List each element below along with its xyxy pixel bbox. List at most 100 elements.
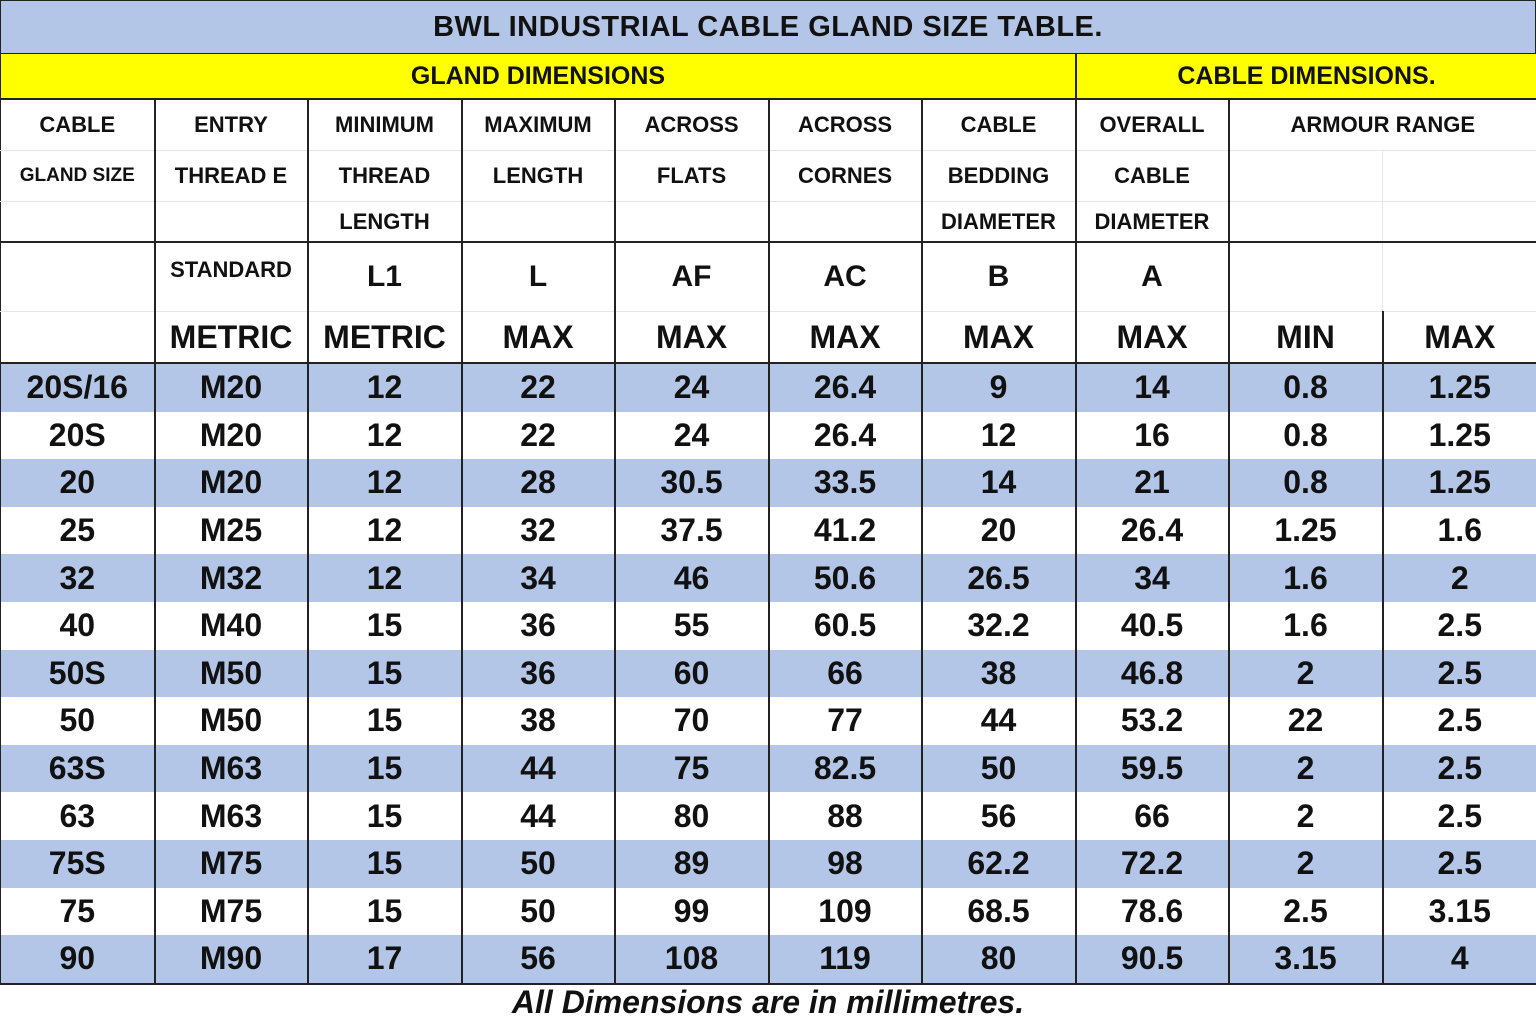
header-cell: CORNES	[767, 150, 922, 202]
table-cell: 30.5	[613, 459, 769, 507]
header-cell: MAX	[1381, 311, 1536, 364]
header-cell: STANDARD	[153, 242, 308, 312]
table-cell: 2	[1227, 649, 1383, 698]
table-cell: 40.5	[1074, 601, 1229, 650]
table-cell: 32	[0, 554, 155, 602]
table-cell: 2	[1227, 792, 1383, 840]
table-cell: 2.5	[1381, 839, 1536, 888]
table-cell: 17	[306, 935, 462, 985]
header-cell: L1	[306, 242, 462, 312]
table-cell: 75S	[0, 839, 155, 888]
table-cell: 15	[306, 744, 462, 793]
header-cell: ENTRY	[153, 100, 308, 151]
table-row: 32 M32 12 34 46 50.6 26.5 34 1.6 2	[0, 554, 1536, 602]
table-row: 75 M75 15 50 99 109 68.5 78.6 2.5 3.15	[0, 887, 1536, 936]
header-cell: MAX	[767, 311, 922, 364]
table-cell: 1.6	[1227, 601, 1383, 650]
table-cell: 50	[460, 839, 615, 888]
table-cell: 26.4	[1074, 506, 1229, 555]
header-cell: DIAMETER	[920, 201, 1076, 243]
table-cell: 50	[0, 697, 155, 745]
table-cell: M20	[153, 459, 308, 507]
table-cell: M63	[153, 744, 308, 793]
table-cell: M32	[153, 554, 308, 602]
table-cell: 26.4	[767, 363, 922, 412]
table-cell: M20	[153, 411, 308, 460]
table-cell: 88	[767, 792, 922, 840]
table-cell: 26.4	[767, 411, 922, 460]
table-cell: 15	[306, 601, 462, 650]
table-row: 25 M25 12 32 37.5 41.2 20 26.4 1.25 1.6	[0, 506, 1536, 555]
table-cell: 44	[460, 792, 615, 840]
header-cell: MIN	[1227, 311, 1383, 364]
table-cell: 50S	[0, 649, 155, 698]
table-cell: 0.8	[1227, 459, 1383, 507]
table-cell: 44	[460, 744, 615, 793]
table-cell: 16	[1074, 411, 1229, 460]
table-cell: 15	[306, 887, 462, 936]
table-cell: M63	[153, 792, 308, 840]
header-cell: METRIC	[153, 311, 308, 364]
table-cell: 108	[613, 935, 769, 985]
table-cell: 2	[1381, 554, 1536, 602]
header-cell: GLAND SIZE	[0, 150, 155, 202]
header-cell	[1382, 201, 1536, 243]
table-cell: 12	[920, 411, 1076, 460]
table-cell: 66	[767, 649, 922, 698]
table-cell: M40	[153, 601, 308, 650]
table-cell: 3.15	[1227, 935, 1383, 985]
table-cell: 56	[460, 935, 615, 985]
header-cell	[0, 311, 155, 364]
table-cell: 119	[767, 935, 922, 985]
table-cell: 14	[920, 459, 1076, 507]
header-cell: CABLE	[0, 100, 155, 151]
table-cell: 1.25	[1381, 363, 1536, 412]
table-cell: 50	[920, 744, 1076, 793]
table-cell: 40	[0, 601, 155, 650]
header-cell: FLATS	[613, 150, 769, 202]
header-cell: MAX	[460, 311, 615, 364]
header-cell: A	[1074, 242, 1229, 312]
table-cell: 63S	[0, 744, 155, 793]
table-row: 40 M40 15 36 55 60.5 32.2 40.5 1.6 2.5	[0, 601, 1536, 650]
table-cell: 1.6	[1381, 506, 1536, 555]
table-cell: 72.2	[1074, 839, 1229, 888]
table-cell: 33.5	[767, 459, 922, 507]
table-cell: 22	[1227, 697, 1383, 745]
table-cell: 32	[460, 506, 615, 555]
table-cell: M20	[153, 363, 308, 412]
table-cell: 0.8	[1227, 363, 1383, 412]
table-cell: 3.15	[1381, 887, 1536, 936]
table-cell: M50	[153, 649, 308, 698]
gland-size-table: CABLE ENTRY MINIMUM MAXIMUM ACROSS ACROS…	[0, 100, 1536, 985]
header-cell: THREAD E	[153, 150, 308, 202]
table-cell: 60.5	[767, 601, 922, 650]
table-cell: 2	[1227, 839, 1383, 888]
table-cell: 53.2	[1074, 697, 1229, 745]
table-cell: 2.5	[1381, 744, 1536, 793]
table-cell: M75	[153, 887, 308, 936]
table-cell: 90.5	[1074, 935, 1229, 985]
header-cell: METRIC	[306, 311, 462, 364]
table-cell: 28	[460, 459, 615, 507]
table-cell: 75	[0, 887, 155, 936]
table-cell: 44	[920, 697, 1076, 745]
table-row: 63S M63 15 44 75 82.5 50 59.5 2 2.5	[0, 744, 1536, 793]
table-cell: 26.5	[920, 554, 1076, 602]
header-cell: AC	[767, 242, 922, 312]
table-cell: 1.25	[1381, 459, 1536, 507]
table-cell: 62.2	[920, 839, 1076, 888]
table-cell: 50.6	[767, 554, 922, 602]
header-cell	[1382, 150, 1536, 202]
table-row: 20S/16 M20 12 22 24 26.4 9 14 0.8 1.25	[0, 363, 1536, 412]
table-row: 50 M50 15 38 70 77 44 53.2 22 2.5	[0, 697, 1536, 745]
table-cell: 99	[613, 887, 769, 936]
table-cell: 78.6	[1074, 887, 1229, 936]
header-cell	[153, 201, 308, 243]
table-row: 20 M20 12 28 30.5 33.5 14 21 0.8 1.25	[0, 459, 1536, 507]
table-row: 75S M75 15 50 89 98 62.2 72.2 2 2.5	[0, 839, 1536, 888]
header-cell	[0, 201, 155, 243]
table-cell: 21	[1074, 459, 1229, 507]
header-cell: LENGTH	[460, 150, 615, 202]
header-cell: MAX	[1074, 311, 1229, 364]
